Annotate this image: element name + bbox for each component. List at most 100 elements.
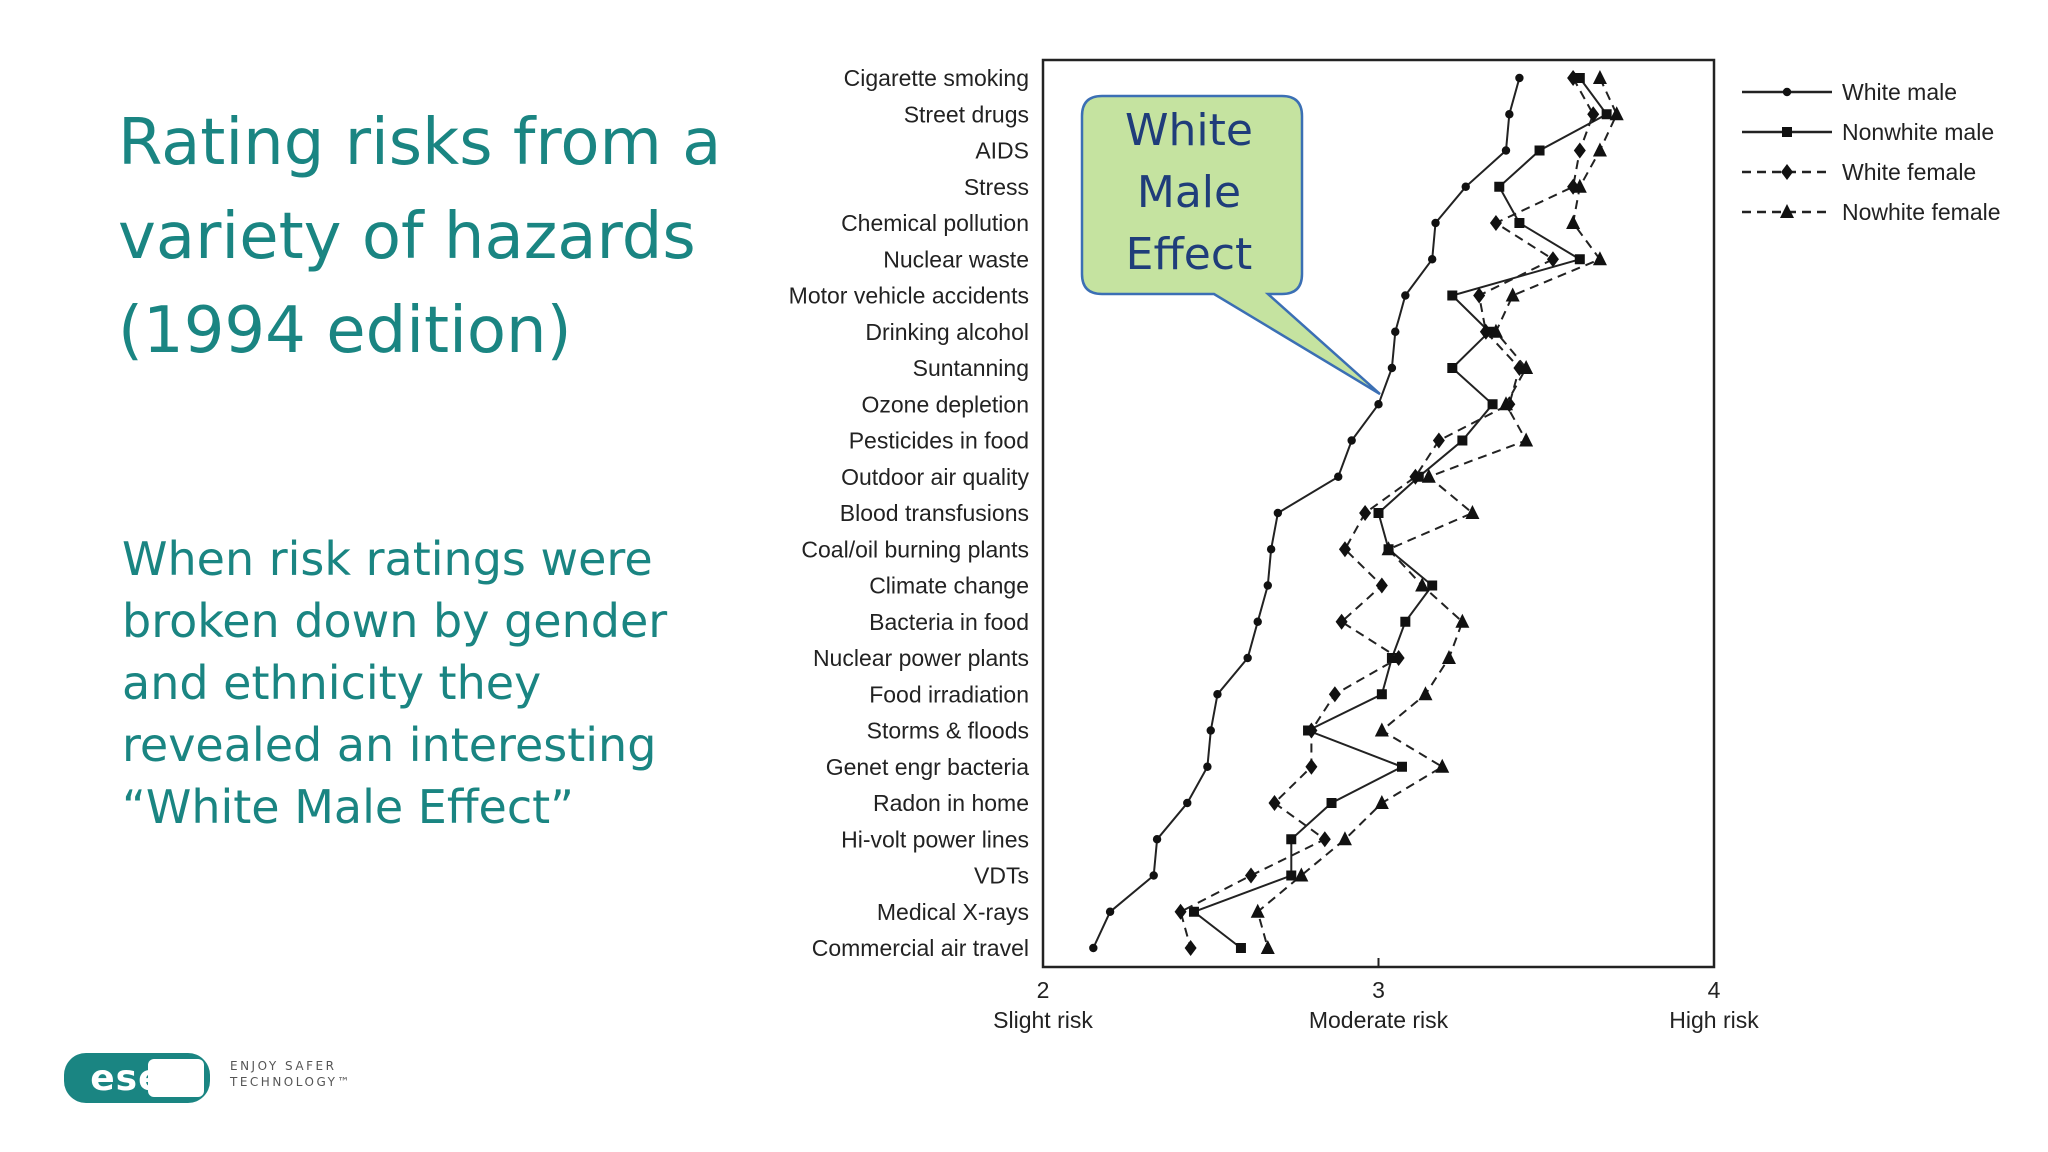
data-point — [1253, 617, 1262, 626]
data-point — [1427, 255, 1437, 264]
data-point — [1488, 323, 1503, 338]
data-point — [1335, 613, 1348, 630]
category-label: Street drugs — [904, 101, 1029, 127]
data-point — [1347, 436, 1356, 445]
data-point — [1286, 870, 1297, 881]
slide-body-line: revealed an interesting — [122, 718, 657, 772]
data-point — [1374, 400, 1383, 409]
tagline-line: TECHNOLOGY™ — [230, 1075, 352, 1089]
data-point — [1494, 181, 1505, 192]
data-point — [1546, 251, 1559, 268]
data-point — [1184, 940, 1197, 956]
data-point — [1374, 722, 1389, 737]
data-point — [1447, 363, 1458, 373]
category-label: Storms & floods — [867, 718, 1029, 744]
data-point — [1505, 287, 1520, 302]
slide-title-line: variety of hazards — [118, 200, 696, 274]
data-point — [1401, 291, 1410, 300]
data-point — [1183, 798, 1192, 808]
data-point — [1418, 686, 1433, 701]
legend-label: Nonwhite male — [1842, 119, 1994, 145]
data-point — [1447, 290, 1458, 301]
x-tick-label: 3 — [1372, 977, 1385, 1003]
category-label: Coal/oil burning plants — [801, 536, 1029, 562]
data-point — [1386, 653, 1397, 663]
data-point — [1415, 577, 1430, 592]
category-label: Stress — [964, 174, 1029, 200]
data-point — [1260, 940, 1275, 954]
x-tick-sublabel: Moderate risk — [1309, 1007, 1449, 1033]
tagline-line: ENJOY SAFER — [230, 1059, 337, 1073]
category-label: Drinking alcohol — [865, 319, 1029, 345]
data-point — [1235, 943, 1246, 953]
data-point — [1441, 650, 1456, 664]
data-point — [1250, 903, 1265, 918]
data-point — [1305, 758, 1318, 775]
data-point — [1455, 613, 1470, 628]
eset-logo-text: eset — [90, 1058, 181, 1099]
data-point — [1479, 323, 1492, 340]
callout-line: Male — [1136, 167, 1242, 218]
data-point — [1534, 145, 1545, 156]
legend-marker — [1782, 87, 1792, 97]
eset-logo: eset — [64, 1053, 210, 1103]
data-point — [1263, 581, 1272, 590]
data-point — [1334, 472, 1343, 481]
data-point — [1286, 834, 1297, 845]
category-label: Nuclear power plants — [813, 645, 1029, 671]
data-point — [1213, 690, 1222, 699]
data-point — [1374, 795, 1389, 809]
data-point — [1587, 106, 1600, 123]
data-point — [1294, 867, 1309, 882]
data-point — [1392, 650, 1405, 666]
data-point — [1498, 396, 1513, 411]
data-point — [1515, 73, 1524, 83]
data-point — [1273, 508, 1283, 518]
slide-body-text: When risk ratings were broken down by ge… — [122, 528, 762, 838]
data-point — [1519, 432, 1534, 447]
data-point — [1245, 867, 1258, 884]
data-point — [1592, 70, 1607, 84]
callout-text: White Male Effect — [1080, 100, 1298, 286]
data-point — [1089, 943, 1098, 953]
data-point — [1305, 722, 1318, 739]
data-point — [1421, 468, 1436, 483]
data-point — [1592, 142, 1607, 157]
category-label: Climate change — [869, 573, 1029, 599]
legend-marker — [1782, 127, 1792, 137]
data-point — [1427, 580, 1438, 591]
data-point — [1203, 762, 1212, 771]
legend-marker — [1780, 204, 1794, 218]
data-point — [1457, 435, 1468, 446]
category-label: Medical X-rays — [877, 899, 1029, 925]
series-line — [1256, 77, 1618, 949]
data-point — [1505, 110, 1514, 119]
category-label: Suntanning — [913, 355, 1029, 381]
x-tick-label: 2 — [1037, 977, 1050, 1003]
data-point — [1387, 363, 1397, 373]
data-point — [1396, 761, 1407, 772]
slide-body-line: “White Male Effect” — [122, 780, 575, 834]
data-point — [1431, 218, 1440, 228]
data-point — [1514, 218, 1525, 228]
category-label: Hi-volt power lines — [841, 826, 1029, 852]
data-point — [1409, 468, 1422, 485]
data-point — [1567, 70, 1580, 86]
x-tick-label: 4 — [1708, 977, 1721, 1003]
legend-label: White female — [1842, 159, 1976, 185]
data-point — [1326, 798, 1337, 808]
category-label: Nuclear waste — [883, 246, 1029, 272]
legend-label: Nowhite female — [1842, 199, 2001, 225]
category-label: Motor vehicle accidents — [789, 283, 1029, 309]
data-point — [1243, 653, 1252, 663]
callout-bubble — [1080, 94, 1381, 396]
category-label: Pesticides in food — [849, 428, 1029, 454]
data-point — [1572, 178, 1587, 193]
data-point — [1519, 360, 1534, 374]
data-point — [1373, 508, 1384, 518]
category-label: Bacteria in food — [869, 609, 1029, 635]
data-point — [1174, 903, 1187, 920]
category-label: Genet engr bacteria — [826, 754, 1030, 780]
data-point — [1318, 831, 1331, 848]
